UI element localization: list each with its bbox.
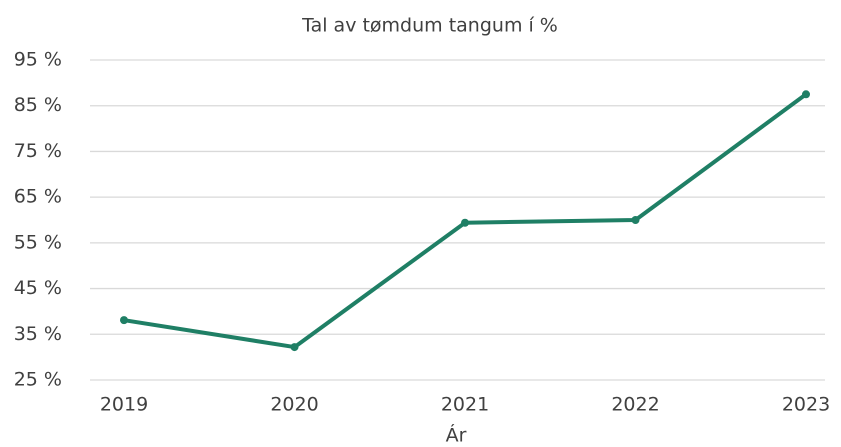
x-tick-label: 2020 [270,394,318,416]
x-tick-label: 2019 [100,394,148,416]
y-tick-label: 95 % [14,49,62,71]
data-point [802,90,810,99]
x-tick-label: 2021 [441,394,489,416]
y-tick-label: 25 % [14,369,62,391]
y-tick-label: 55 % [14,231,62,253]
y-tick-label: 45 % [14,277,62,299]
data-point [461,218,469,227]
x-tick-label: 2022 [611,394,659,416]
data-point [631,216,640,224]
y-tick-label: 75 % [14,140,62,162]
y-tick-label: 35 % [14,323,62,345]
data-point [120,316,128,325]
x-axis-label: Ár [446,424,467,447]
chart-title: Tal av tømdum tangum í % [301,15,558,37]
y-tick-label: 85 % [14,94,62,116]
data-point [290,343,299,352]
x-tick-label: 2023 [782,394,830,416]
y-tick-label: 65 % [14,186,62,208]
